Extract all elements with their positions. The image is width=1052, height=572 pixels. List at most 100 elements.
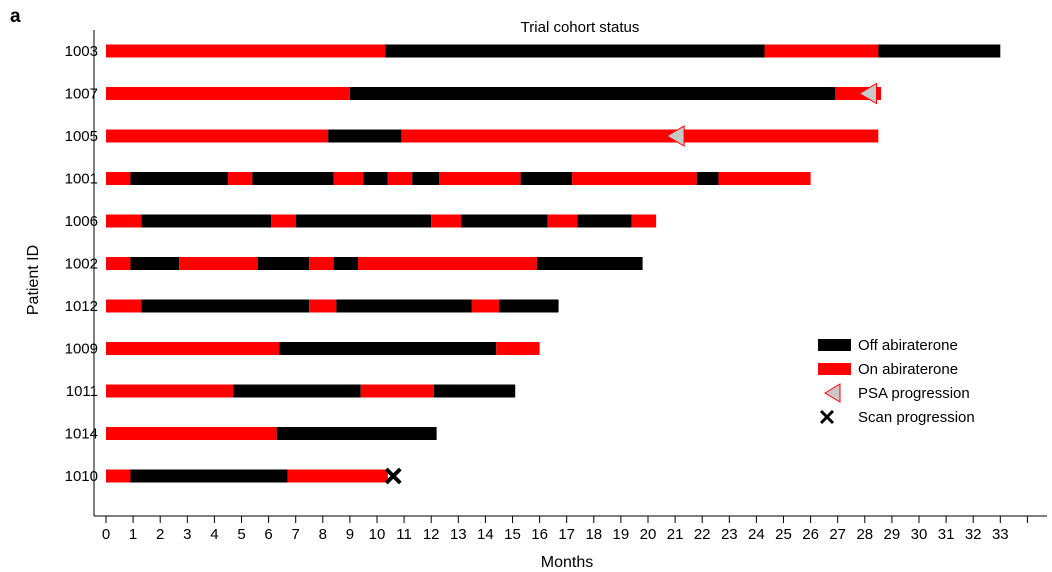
on-abiraterone-segment (106, 87, 350, 100)
on-abiraterone-segment (631, 214, 657, 228)
y-axis-label: Patient ID (25, 245, 42, 315)
x-tick-label: 15 (504, 526, 521, 543)
y-tick-label: 1005 (65, 128, 98, 145)
y-tick-label: 1009 (65, 341, 98, 358)
x-tick-label: 0 (102, 526, 110, 543)
off-abiraterone-segment (141, 214, 272, 228)
on-abiraterone-segment (106, 129, 329, 143)
on-abiraterone-segment (106, 469, 131, 483)
x-tick-label: 30 (911, 526, 928, 543)
off-abiraterone-segment (461, 214, 548, 228)
x-tick-label: 4 (210, 526, 218, 543)
off-abiraterone-segment (252, 172, 334, 185)
off-abiraterone-segment (141, 299, 310, 313)
off-abiraterone-segment (536, 257, 643, 270)
off-abiraterone-segment (412, 172, 440, 185)
x-tick-label: 8 (319, 526, 327, 543)
on-abiraterone-segment (358, 257, 537, 270)
legend-item-psa: PSA progression (824, 383, 970, 403)
x-tick-label: 19 (613, 526, 630, 543)
off-abiraterone-segment (498, 299, 559, 313)
on-abiraterone-segment (471, 299, 499, 313)
off-abiraterone-segment (257, 257, 310, 270)
x-tick-label: 5 (237, 526, 245, 543)
x-tick-label: 26 (802, 526, 819, 543)
x-tick-label: 7 (292, 526, 300, 543)
x-axis-label: Months (541, 554, 593, 571)
patient-row-1003: 1003 (65, 43, 1001, 60)
legend-swatch (818, 363, 851, 375)
off-abiraterone-segment (520, 172, 573, 185)
off-abiraterone-segment (349, 87, 835, 100)
x-tick-label: 22 (694, 526, 711, 543)
x-tick-label: 2 (156, 526, 164, 543)
y-tick-label: 1002 (65, 256, 98, 273)
off-abiraterone-segment (130, 172, 228, 185)
x-tick-label: 24 (748, 526, 765, 543)
off-abiraterone-segment (385, 44, 765, 58)
panel-letter: a (10, 6, 21, 27)
patient-row-1002: 1002 (65, 256, 643, 273)
x-tick-label: 13 (450, 526, 467, 543)
off-abiraterone-segment (363, 172, 388, 185)
off-abiraterone-segment (130, 469, 288, 483)
legend-label: Off abiraterone (858, 337, 958, 354)
y-tick-label: 1012 (65, 298, 98, 315)
x-tick-label: 9 (346, 526, 354, 543)
on-abiraterone-segment (179, 257, 258, 270)
on-abiraterone-segment (764, 44, 879, 58)
psa-progression-marker (666, 125, 685, 147)
on-abiraterone-segment (227, 172, 253, 185)
on-abiraterone-segment (106, 384, 234, 398)
psa-progression-marker (858, 82, 878, 105)
off-abiraterone-segment (130, 257, 180, 270)
y-tick-label: 1011 (66, 383, 98, 400)
on-abiraterone-segment (106, 44, 386, 58)
x-tick-label: 27 (829, 526, 846, 543)
patient-row-1007: 1007 (65, 82, 882, 105)
off-abiraterone-segment (279, 342, 497, 355)
legend-label: Scan progression (858, 409, 975, 426)
legend-scan-x-icon (819, 409, 835, 425)
legend-item-scan: Scan progression (819, 409, 975, 426)
on-abiraterone-segment (431, 214, 462, 228)
chart-title: Trial cohort status (521, 19, 640, 36)
patient-row-1012: 1012 (65, 298, 559, 315)
off-abiraterone-segment (295, 214, 432, 228)
on-abiraterone-segment (271, 214, 296, 228)
x-tick-label: 12 (423, 526, 440, 543)
on-abiraterone-segment (401, 129, 879, 143)
y-tick-label: 1003 (65, 43, 98, 60)
bars-layer: 1003 1007 1005 1001 1006 1002 1012 1009 1011 1014… (65, 43, 1001, 485)
scan-progression-marker (384, 467, 402, 485)
off-abiraterone-segment (328, 129, 402, 143)
on-abiraterone-segment (333, 172, 364, 185)
on-abiraterone-segment (572, 172, 697, 185)
legend-label: PSA progression (858, 385, 970, 402)
on-abiraterone-segment (547, 214, 578, 228)
legend-psa-triangle-icon (824, 383, 841, 403)
off-abiraterone-segment (333, 257, 359, 270)
off-abiraterone-segment (433, 384, 516, 398)
off-abiraterone-segment (233, 384, 361, 398)
patient-row-1011: 1011 (66, 383, 516, 400)
x-tick-label: 11 (396, 526, 412, 543)
x-tick-label: 18 (585, 526, 602, 543)
x-tick-label: 14 (477, 526, 494, 543)
on-abiraterone-segment (309, 257, 334, 270)
off-abiraterone-segment (878, 44, 1001, 58)
axes-layer: 0 1 2 3 4 5 6 7 8 9 10 11 12 13 14 15 16 17 18 19 20 21 22 23 24… (93, 30, 1047, 543)
on-abiraterone-segment (439, 172, 521, 185)
x-tick-label: 20 (640, 526, 657, 543)
x-tick-label: 6 (264, 526, 272, 543)
off-abiraterone-segment (336, 299, 472, 313)
on-abiraterone-segment (309, 299, 337, 313)
patient-row-1009: 1009 (65, 341, 540, 358)
legend-swatch (818, 339, 851, 351)
x-tick-label: 31 (938, 526, 955, 543)
on-abiraterone-segment (106, 172, 131, 185)
off-abiraterone-segment (696, 172, 719, 185)
y-tick-label: 1007 (65, 86, 98, 103)
